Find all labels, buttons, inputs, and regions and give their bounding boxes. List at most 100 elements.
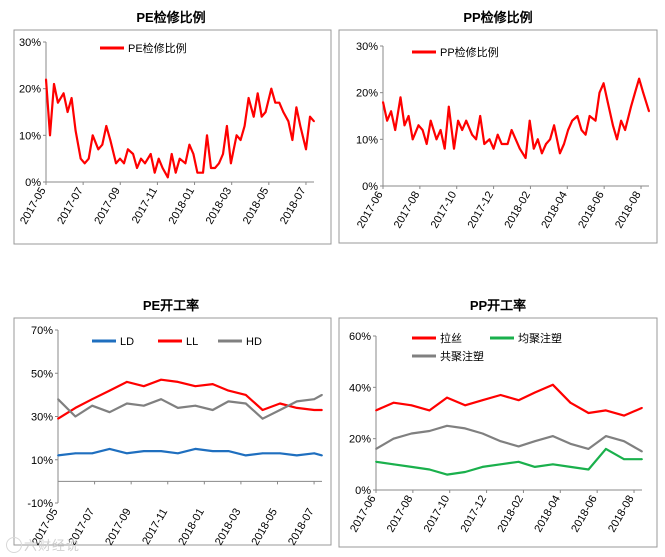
pe-maintenance-data-point: [252, 115, 255, 118]
pe-maintenance-data-point: [74, 129, 77, 132]
pp-operating-series-line-1: [375, 383, 643, 417]
pp-maintenance-data-point: [642, 91, 645, 94]
pp-operating-data-point: [481, 432, 484, 435]
pp-maintenance-data-point: [576, 115, 579, 117]
pp-maintenance-x-tick-label: 2018-02: [502, 190, 533, 231]
pp-operating-data-point: [641, 406, 643, 409]
pe-maintenance-y-tick-label: 0%: [25, 177, 41, 189]
pe-operating-chart: PE开工率-10%10%30%50%70%2017-05 2017-07 2017-…: [13, 298, 332, 548]
pp-maintenance-legend-label: PP检修比例: [440, 45, 499, 59]
pe-operating-series-line-3: [57, 393, 323, 420]
pe-maintenance-data-point: [239, 139, 242, 141]
pp-maintenance-x-tick-label: 2018-04: [539, 190, 570, 231]
pp-maintenance-data-point: [528, 119, 531, 122]
pe-operating-data-point: [313, 452, 316, 455]
pe-maintenance-data-point: [196, 171, 199, 174]
pe-operating-data-point: [74, 452, 77, 455]
pp-operating-data-point: [481, 399, 484, 402]
pp-operating-data-point: [428, 409, 431, 412]
pe-operating-legend-label: LL: [186, 336, 198, 348]
pe-maintenance-data-point: [123, 162, 125, 165]
pe-maintenance-data-point: [295, 106, 298, 109]
pp-maintenance-x-tick-label: 2017-06: [355, 190, 386, 231]
pe-maintenance-data-point: [49, 134, 51, 137]
pe-maintenance-data-point: [132, 153, 134, 155]
pe-operating-data-point: [194, 385, 197, 388]
pp-maintenance-data-point: [443, 147, 446, 150]
pp-maintenance-data-point: [545, 143, 547, 145]
pe-maintenance-data-point: [105, 125, 108, 127]
pp-maintenance-data-point: [475, 138, 478, 141]
pe-operating-data-point: [177, 381, 179, 383]
pe-operating-x-tick-label: 2017-11: [140, 507, 170, 547]
pp-operating-x-tick-label: 2017-10: [422, 494, 453, 535]
pe-operating-data-point: [74, 406, 77, 409]
pe-operating-data-point: [142, 404, 145, 407]
pe-maintenance-data-point: [178, 157, 181, 160]
pe-operating-legend-label: HD: [246, 336, 262, 348]
pp-operating-data-point: [552, 463, 554, 466]
pe-maintenance-data-point: [291, 139, 294, 141]
pe-maintenance-data-point: [247, 97, 250, 99]
pe-maintenance-data-point: [136, 167, 138, 169]
pp-operating-data-point: [534, 391, 536, 394]
watermark-logo-icon: [6, 537, 22, 553]
pe-maintenance-data-point: [222, 153, 224, 155]
pe-maintenance-series-line-1: [44, 79, 315, 179]
pp-maintenance-data-point: [602, 82, 605, 85]
pp-operating-data-point: [375, 409, 377, 412]
pe-operating-data-point: [279, 409, 281, 411]
pe-maintenance-data-point: [149, 153, 152, 155]
pp-operating-data-point: [569, 401, 572, 404]
pp-maintenance-data-point: [553, 124, 556, 127]
pp-operating-data-point: [446, 473, 448, 476]
pp-operating-data-point: [534, 466, 536, 468]
pe-maintenance-data-point: [127, 148, 129, 151]
pp-maintenance-data-point: [612, 124, 614, 127]
pe-maintenance-data-point: [161, 167, 164, 169]
pp-maintenance-data-point: [399, 96, 402, 99]
pe-operating-data-point: [108, 448, 111, 450]
pe-maintenance-data-point: [206, 134, 208, 137]
pp-operating-series-line-2: [375, 447, 642, 476]
pp-operating-x-tick-label: 2017-12: [459, 493, 490, 534]
pe-maintenance-data-point: [57, 101, 59, 104]
pe-operating-x-tick-label: 2017-09: [103, 507, 134, 548]
pe-maintenance-data-point: [174, 171, 177, 174]
pp-operating-data-point: [569, 442, 572, 445]
pp-maintenance-data-point: [524, 157, 527, 159]
pp-maintenance-data-point: [567, 129, 569, 131]
pe-operating-data-point: [126, 381, 128, 383]
pe-operating-data-point: [126, 452, 128, 455]
pp-operating-data-point: [375, 448, 377, 450]
pp-operating-data-point: [392, 401, 395, 404]
pe-maintenance-data-point: [274, 101, 277, 104]
pp-maintenance-data-point: [571, 119, 574, 122]
pp-maintenance-data-point: [417, 124, 420, 127]
pp-maintenance-data-point: [630, 105, 632, 108]
pe-maintenance-data-point: [282, 111, 285, 113]
pp-operating-x-tick-label: 2017-06: [348, 494, 379, 535]
pp-operating-data-point: [410, 432, 413, 435]
pe-operating-data-point: [295, 406, 298, 409]
pp-maintenance-data-point: [421, 129, 424, 131]
pp-maintenance-data-point: [536, 138, 539, 141]
pp-maintenance-data-point: [598, 91, 601, 94]
pe-operating-legend-label: LD: [120, 336, 134, 348]
pe-maintenance-frame: [13, 29, 332, 245]
pe-maintenance-data-point: [264, 111, 267, 113]
pe-operating-data-point: [142, 450, 145, 452]
pe-maintenance-data-point: [91, 134, 94, 137]
pe-operating-data-point: [211, 450, 214, 452]
pe-operating-data-point: [91, 398, 94, 401]
pp-maintenance-data-point: [496, 133, 499, 136]
pe-operating-data-point: [321, 409, 323, 411]
pp-operating-data-point: [623, 458, 625, 461]
pp-maintenance-data-point: [506, 143, 509, 145]
pe-maintenance-data-point: [270, 87, 273, 90]
pp-maintenance-data-point: [471, 133, 473, 136]
pe-operating-data-point: [91, 452, 94, 455]
pp-maintenance-data-point: [616, 138, 618, 141]
